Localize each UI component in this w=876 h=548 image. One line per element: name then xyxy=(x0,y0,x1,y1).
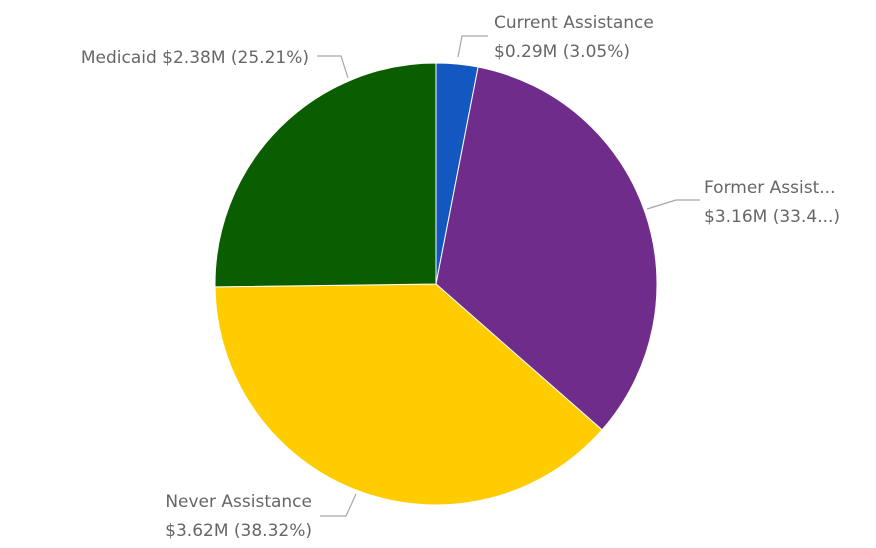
leader-line-former xyxy=(646,199,700,210)
leader-line-medicaid xyxy=(317,55,349,79)
data-label-current-line2: $0.29M (3.05%) xyxy=(494,42,630,62)
pie-slice-former-assistance[interactable] xyxy=(435,66,658,431)
data-labels: Current Assistance $0.29M (3.05%) Former… xyxy=(81,13,840,541)
data-label-never-line2: $3.62M (38.32%) xyxy=(165,521,312,541)
leader-line-current xyxy=(457,35,488,58)
pie-slice-never-assistance[interactable] xyxy=(214,283,603,506)
data-label-former-line1: Former Assist... xyxy=(704,178,835,198)
pie-slice-medicaid[interactable] xyxy=(214,62,437,288)
data-label-former-line2: $3.16M (33.4...) xyxy=(704,207,840,227)
pie-slices xyxy=(214,62,658,506)
leader-lines xyxy=(317,35,700,517)
data-label-never-line1: Never Assistance xyxy=(165,492,312,512)
data-label-current-line1: Current Assistance xyxy=(494,13,654,33)
data-label-medicaid: Medicaid $2.38M (25.21%) xyxy=(81,48,309,68)
leader-line-never xyxy=(320,493,357,517)
